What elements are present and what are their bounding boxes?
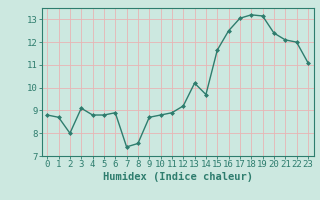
X-axis label: Humidex (Indice chaleur): Humidex (Indice chaleur) bbox=[103, 172, 252, 182]
